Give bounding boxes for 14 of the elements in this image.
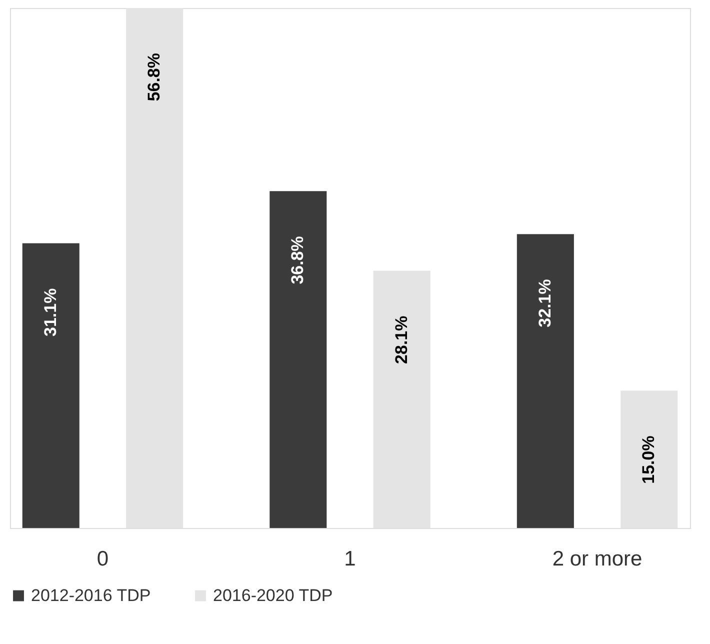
- legend-label: 2012-2016 TDP: [31, 586, 151, 605]
- data-label: 32.1%: [535, 279, 554, 328]
- bar: [270, 191, 327, 528]
- x-tick-label: 2 or more: [552, 548, 642, 570]
- data-label: 36.8%: [288, 236, 308, 284]
- bar: [516, 234, 574, 528]
- data-label: 56.8%: [144, 53, 164, 102]
- x-tick-label: 1: [344, 548, 356, 570]
- bar: [22, 243, 80, 528]
- data-label: 15.0%: [639, 436, 658, 484]
- data-label: 28.1%: [392, 316, 411, 364]
- legend-label: 2016-2020 TDP: [213, 586, 333, 605]
- data-label: 31.1%: [40, 288, 60, 336]
- x-tick-label: 0: [96, 548, 109, 570]
